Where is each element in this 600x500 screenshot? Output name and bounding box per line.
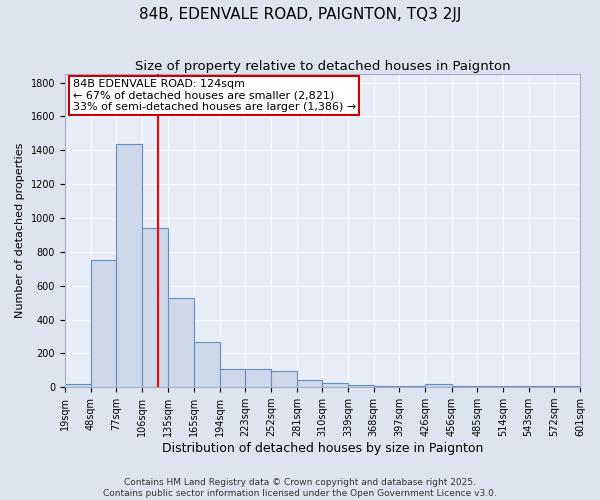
Bar xyxy=(65,384,91,387)
Bar xyxy=(452,386,478,387)
Y-axis label: Number of detached properties: Number of detached properties xyxy=(15,143,25,318)
Bar xyxy=(297,380,322,387)
Bar xyxy=(478,386,503,387)
Bar xyxy=(374,386,400,387)
Bar xyxy=(425,384,452,387)
Bar xyxy=(142,228,167,387)
Bar xyxy=(194,342,220,387)
Bar xyxy=(529,386,554,387)
Bar xyxy=(167,298,194,387)
Bar xyxy=(503,386,529,387)
Text: 84B EDENVALE ROAD: 124sqm
← 67% of detached houses are smaller (2,821)
33% of se: 84B EDENVALE ROAD: 124sqm ← 67% of detac… xyxy=(73,79,356,112)
Bar xyxy=(271,371,297,387)
Bar xyxy=(322,383,348,387)
Bar xyxy=(91,260,116,387)
Text: 84B, EDENVALE ROAD, PAIGNTON, TQ3 2JJ: 84B, EDENVALE ROAD, PAIGNTON, TQ3 2JJ xyxy=(139,8,461,22)
Text: Contains HM Land Registry data © Crown copyright and database right 2025.
Contai: Contains HM Land Registry data © Crown c… xyxy=(103,478,497,498)
Bar xyxy=(245,368,271,387)
Bar xyxy=(220,368,245,387)
Bar xyxy=(400,386,425,387)
X-axis label: Distribution of detached houses by size in Paignton: Distribution of detached houses by size … xyxy=(162,442,483,455)
Bar xyxy=(554,386,580,387)
Bar xyxy=(116,144,142,387)
Bar xyxy=(348,384,374,387)
Title: Size of property relative to detached houses in Paignton: Size of property relative to detached ho… xyxy=(134,60,510,73)
